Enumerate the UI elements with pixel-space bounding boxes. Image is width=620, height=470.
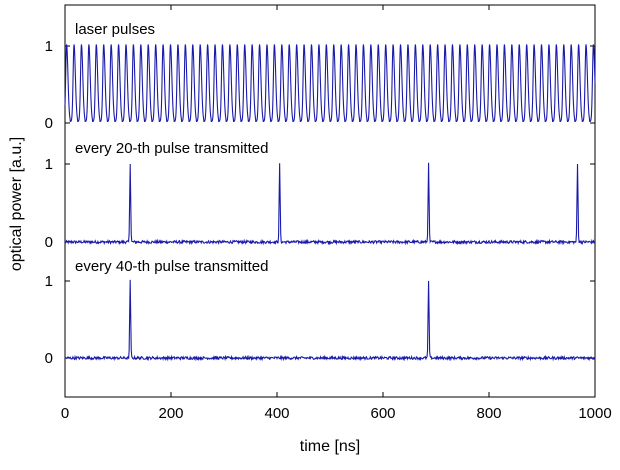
- panel-3: every 40-th pulse transmitted 0 1: [45, 258, 596, 367]
- y-tick-label: 1: [45, 156, 53, 173]
- x-tick-label: 600: [370, 405, 395, 422]
- x-tick-label: 400: [264, 405, 289, 422]
- panel-1: laser pulses 0 1: [45, 21, 596, 132]
- y-tick-label: 1: [45, 273, 53, 290]
- x-tick-label: 200: [158, 405, 183, 422]
- x-tick-label: 0: [61, 405, 69, 422]
- panel-2: every 20-th pulse transmitted 0 1: [45, 140, 596, 251]
- panel-title: every 20-th pulse transmitted: [75, 140, 268, 157]
- y-tick-label: 0: [45, 234, 53, 251]
- y-tick-label: 0: [45, 350, 53, 367]
- signal-trace: [64, 162, 596, 246]
- panel-title: every 40-th pulse transmitted: [75, 258, 268, 275]
- y-tick-label: 0: [45, 115, 53, 132]
- x-tick-label: 800: [476, 405, 501, 422]
- signal-trace: [64, 279, 596, 362]
- panel-title: laser pulses: [75, 21, 155, 38]
- y-tick-label: 1: [45, 38, 53, 55]
- signal-trace: [64, 44, 596, 123]
- y-axis-label: optical power [a.u.]: [8, 137, 25, 271]
- plot-frame: [64, 4, 596, 398]
- x-tick-label: 1000: [578, 405, 611, 422]
- x-axis-label: time [ns]: [300, 438, 360, 455]
